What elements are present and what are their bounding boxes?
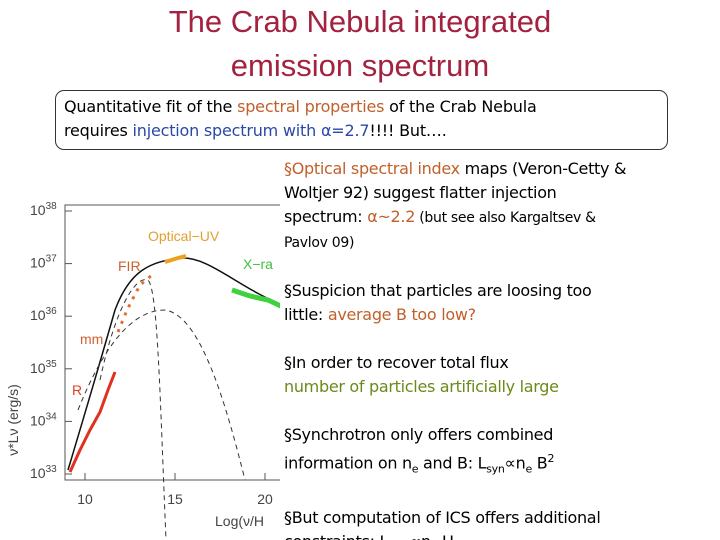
text-run: e: [411, 462, 419, 476]
y-tick-label: 1036: [30, 306, 57, 323]
text-run: Woltjer 92) suggest flatter injection: [284, 183, 557, 202]
model-curve: [67, 257, 291, 471]
text-run: §Suspicion that particles are loosing to…: [284, 281, 592, 300]
x-tick-label: 20: [257, 491, 273, 507]
radio-points: [68, 371, 117, 473]
second-component-curve: [77, 309, 246, 481]
text-run: average B too low?: [327, 305, 476, 324]
text-line: §Synchrotron only offers combined: [284, 423, 720, 447]
tick-base: 10: [30, 255, 46, 271]
text-line: §In order to recover total flux: [284, 351, 720, 375]
tick-base: 10: [30, 465, 46, 481]
text-run: number of particles artificially large: [284, 377, 559, 396]
text-line: Woltjer 92) suggest flatter injection: [284, 181, 720, 205]
synchrotron-curve: [99, 279, 167, 540]
bullet: §In order to recover total flux number of…: [284, 351, 720, 399]
y-tick-label: 1033: [30, 464, 57, 481]
x-tick-label: 15: [167, 491, 183, 507]
text-run: Pavlov 09): [284, 235, 355, 251]
text-run: §But computation of ICS offers additiona…: [284, 507, 601, 527]
y-tick-label: 1037: [30, 254, 57, 271]
tick-exponent: 34: [46, 411, 58, 422]
bullet: §But computation of ICS offers additiona…: [284, 506, 720, 540]
text-line: §Suspicion that particles are loosing to…: [284, 279, 720, 303]
text-run: α~2.2: [367, 207, 416, 226]
title-line: The Crab Nebula integrated: [168, 4, 552, 39]
text-run: !!!! But….: [369, 121, 447, 140]
text-run: injection spectrum with α=2.7: [132, 121, 370, 140]
text-line: spectrum: α~2.2 (but see also Kargaltsev…: [284, 205, 720, 230]
text-line: number of particles artificially large: [284, 375, 720, 399]
bullet-panel: §Optical spectral index maps (Veron-Cett…: [280, 157, 720, 540]
tick-base: 10: [30, 307, 46, 323]
text-run: ∝n: [405, 532, 431, 540]
y-tick-label: 1038: [30, 201, 57, 218]
optical-points: [164, 254, 187, 264]
text-run: and B: L: [418, 453, 487, 473]
text-run: B: [531, 453, 548, 473]
summary-box: Quantitative fit of the spectral propert…: [55, 90, 668, 150]
text-run: §In order to recover total flux: [284, 353, 509, 372]
band-label: mm: [80, 331, 103, 347]
text-run: ∝n: [504, 453, 526, 473]
band-label: FIR: [118, 258, 141, 274]
text-run: 2: [547, 452, 555, 465]
text-run: §Optical spectral index: [284, 159, 460, 178]
x-axis-label: Log(ν/H: [215, 513, 264, 529]
text-line: §But computation of ICS offers additiona…: [284, 506, 720, 530]
text-run: spectral properties: [237, 97, 385, 116]
text-run: of the Crab Nebula: [384, 97, 537, 116]
text-run: constraints: L: [284, 532, 388, 540]
text-line: little: average B too low?: [284, 303, 720, 327]
text-run: information on n: [284, 453, 412, 473]
text-line: requires injection spectrum with α=2.7!!…: [64, 119, 667, 143]
tick-exponent: 38: [46, 201, 58, 212]
tick-exponent: 33: [46, 464, 58, 475]
bullet: §Synchrotron only offers combined informa…: [284, 423, 720, 482]
tick-exponent: 37: [46, 254, 58, 265]
tick-base: 10: [30, 202, 46, 218]
xray-points: [231, 287, 287, 311]
text-line: §Optical spectral index maps (Veron-Cett…: [284, 157, 720, 181]
bullet: §Optical spectral index maps (Veron-Cett…: [284, 157, 720, 255]
y-tick-label: 1035: [30, 359, 57, 376]
text-run: spectrum:: [284, 207, 368, 226]
band-label: R: [72, 382, 82, 398]
axes-frame: [64, 204, 300, 481]
text-run: U: [437, 532, 454, 540]
text-run: syn: [486, 462, 505, 476]
band-label: Optical−UV: [148, 228, 220, 244]
text-run: (but see also Kargaltsev &: [415, 210, 596, 226]
text-run: §Synchrotron only offers combined: [284, 425, 554, 444]
x-tick-label: 10: [77, 491, 93, 507]
tick-exponent: 36: [46, 306, 58, 317]
tick-exponent: 35: [46, 359, 58, 370]
tick-base: 10: [30, 360, 46, 376]
band-label: X−ra: [243, 256, 273, 272]
text-run: Quantitative fit of the: [64, 97, 238, 116]
text-line: constraints: LICS ∝ne Uph: [284, 530, 720, 540]
text-run: little:: [284, 305, 328, 324]
text-line: information on ne and B: Lsyn∝ne B2: [284, 447, 720, 482]
text-run: e: [525, 462, 533, 476]
y-axis-label: ν*Lν (erg/s): [5, 384, 21, 456]
tick-base: 10: [30, 412, 46, 428]
bullet: §Suspicion that particles are loosing to…: [284, 279, 720, 327]
text-line: Pavlov 09): [284, 230, 720, 255]
text-run: requires: [64, 121, 133, 140]
text-line: Quantitative fit of the spectral propert…: [64, 95, 667, 119]
title-line: emission spectrum: [230, 48, 490, 83]
y-tick-label: 1034: [30, 411, 57, 428]
text-run: maps (Veron-Cetty &: [459, 159, 627, 178]
fir-points: [116, 273, 153, 333]
